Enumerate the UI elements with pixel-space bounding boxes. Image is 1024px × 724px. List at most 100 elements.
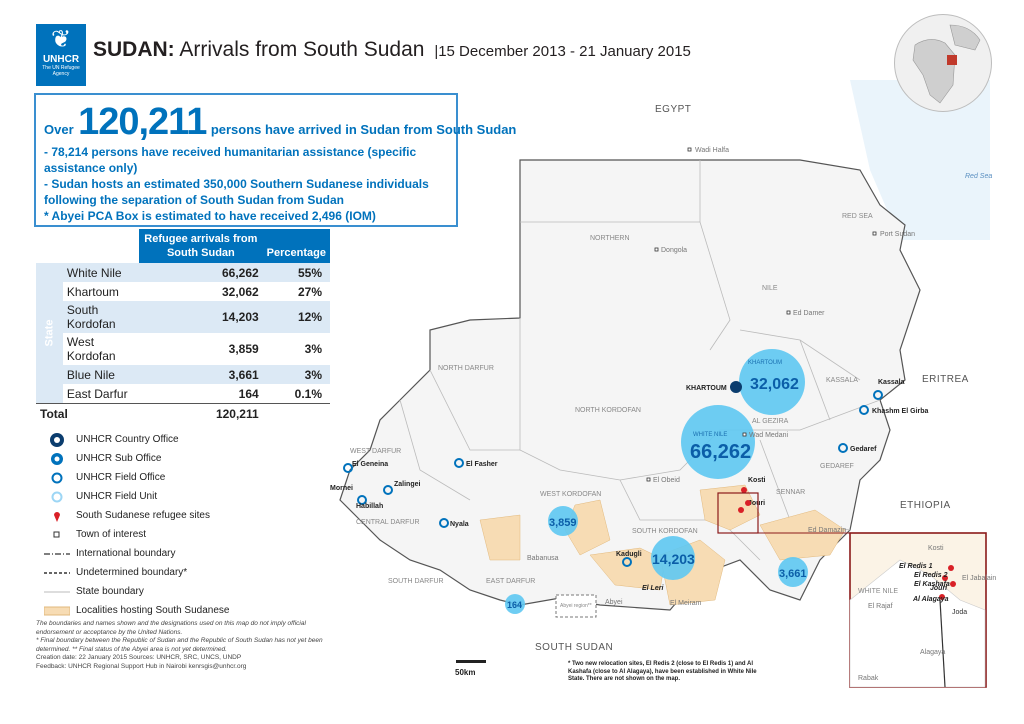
row-state: White Nile — [62, 263, 140, 282]
scale-label: 50km — [455, 668, 476, 677]
town-jouri: Jouri — [748, 500, 765, 507]
disclaimer-line: Creation date: 22 January 2015 Sources: … — [36, 654, 242, 661]
table-row: South Kordofan 14,203 12% — [36, 301, 330, 333]
red-sea-water-label: Red Sea — [965, 173, 992, 180]
logo-text: UNHCR — [42, 54, 80, 65]
town-el-obeid: El Obeid — [653, 477, 680, 484]
town-nyala: Nyala — [450, 521, 469, 528]
refugee-site-pin-icon — [44, 509, 70, 523]
table-row: Blue Nile 3,661 3% — [36, 365, 330, 384]
field-office-icon — [44, 472, 70, 484]
inset-town: Rabak — [858, 675, 879, 682]
inset-site-2: El Redis 2 — [914, 572, 948, 579]
intl-boundary-line-icon — [44, 551, 70, 557]
legend-label: International boundary — [76, 548, 176, 559]
disclaimer-line: The boundaries and names shown and the d… — [36, 620, 306, 627]
state-al-gezira: AL GEZIRA — [752, 418, 789, 425]
row-pct: 0.1% — [294, 386, 322, 401]
inset-town: El Jabalain — [962, 575, 996, 582]
summary-line: assistance only) — [44, 161, 138, 175]
row-pct: 27% — [297, 284, 322, 299]
page-title: SUDAN: Arrivals from South Sudan |15 Dec… — [93, 38, 691, 62]
town-kassala: Kassala — [878, 379, 905, 386]
inset-state-label: WHITE NILE — [858, 588, 898, 595]
state-sennar: SENNAR — [776, 489, 805, 496]
disclaimer: The boundaries and names shown and the d… — [36, 620, 396, 671]
abyei-box-label: Abyei region** — [560, 603, 592, 609]
town-el-fasher: El Fasher — [466, 461, 498, 468]
state-kassala: KASSALA — [826, 377, 858, 384]
town-square-icon — [44, 531, 70, 539]
localities-hosting — [479, 484, 846, 606]
legend-label: Localities hosting South Sudanese — [76, 605, 230, 616]
town-dongola: Dongola — [661, 247, 687, 254]
inset-town: Joda — [952, 609, 967, 616]
legend-label: UNHCR Field Unit — [76, 491, 158, 502]
row-pct: 12% — [262, 301, 330, 333]
town-el-meiram: El Meiram — [670, 600, 702, 607]
row-state: West Kordofan — [66, 335, 116, 363]
disclaimer-line: determined. ** Final status of the Abyei… — [36, 645, 227, 653]
town-zalingei: Zalingei — [394, 481, 421, 488]
bubble-white-nile: WHITE NILE 66,262 — [681, 405, 755, 479]
egypt-label: EGYPT — [655, 104, 691, 115]
field-unit-icon — [44, 491, 70, 503]
summary-over: Over — [44, 122, 74, 137]
inset-site-1: El Redis 1 — [899, 563, 933, 570]
bubble-value: 14,203 — [652, 551, 695, 567]
inset-site-4: Jouri — [930, 585, 948, 592]
inset-frame-marker — [717, 492, 759, 534]
table-total-row: Total 120,211 — [36, 403, 330, 423]
unhcr-laurel-icon: ❦ — [50, 25, 72, 53]
bubble-south-kordofan: 14,203 — [651, 536, 695, 580]
total-value: 120,211 — [139, 403, 263, 423]
row-pct: 3% — [304, 342, 322, 356]
inset-town: El Rajaf — [868, 603, 893, 610]
row-state: Khartoum — [66, 284, 119, 299]
globe-icon — [912, 24, 981, 104]
abyei-box — [555, 594, 597, 618]
ethiopia-label: ETHIOPIA — [900, 500, 951, 511]
map-note: * Two new relocation sites, El Redis 2 (… — [568, 661, 757, 682]
legend-label: Undetermined boundary* — [76, 567, 188, 578]
logo-tagline: The UN Refugee Agency — [42, 65, 80, 77]
state-west-kordofan: WEST KORDOFAN — [540, 491, 601, 498]
summary-total: 120,211 — [78, 101, 207, 143]
row-value: 32,062 — [221, 284, 259, 299]
town-kosti: Kosti — [748, 477, 766, 484]
legend-item: UNHCR Field Office — [44, 468, 229, 487]
state-side-label: State — [36, 263, 63, 404]
town-wad-medani: Wad Medani — [749, 432, 788, 439]
town-habillah: Habillah — [356, 503, 383, 510]
bubble-value: 3,661 — [779, 568, 807, 580]
town-el-leri: El Leri — [642, 585, 664, 592]
town-gedaref: Gedaref — [850, 446, 877, 453]
table-row: East Darfur 164 0.1% — [36, 384, 330, 404]
summary-line: following the separation of South Sudan … — [44, 193, 344, 207]
bubble-label: WHITE NILE — [693, 432, 727, 438]
legend-label: UNHCR Field Office — [76, 472, 166, 483]
state-south-kordofan: SOUTH KORDOFAN — [632, 528, 698, 535]
title-country: SUDAN: — [93, 38, 175, 61]
state-east-darfur: EAST DARFUR — [486, 578, 535, 585]
table-row: Khartoum 32,062 27% — [36, 282, 330, 301]
row-pct: 55% — [262, 263, 330, 282]
row-state: Blue Nile — [62, 365, 140, 384]
bubble-value: 3,859 — [549, 517, 577, 529]
inset-site-5: Al Alagaya — [912, 596, 949, 603]
bubble-value: 66,262 — [690, 441, 751, 463]
locator-globe — [894, 14, 992, 112]
legend-label: South Sudanese refugee sites — [76, 510, 210, 521]
bubble-east-darfur: 164 — [505, 594, 525, 614]
unhcr-sub-office-icon — [44, 452, 70, 466]
legend-item: Undetermined boundary* — [44, 563, 229, 582]
town-kadugli: Kadugli — [616, 551, 642, 558]
eritrea-label: ERITREA — [922, 374, 969, 385]
row-value: 14,203 — [139, 301, 263, 333]
town-abyei: Abyei — [605, 599, 623, 606]
legend-item: State boundary — [44, 582, 229, 601]
town-el-geneina: El Geneina — [352, 461, 388, 468]
state-west-darfur: WEST DARFUR — [350, 448, 401, 455]
inset-site-3: El Kashafa — [914, 581, 950, 588]
south-sudan-label: SOUTH SUDAN — [535, 642, 613, 653]
